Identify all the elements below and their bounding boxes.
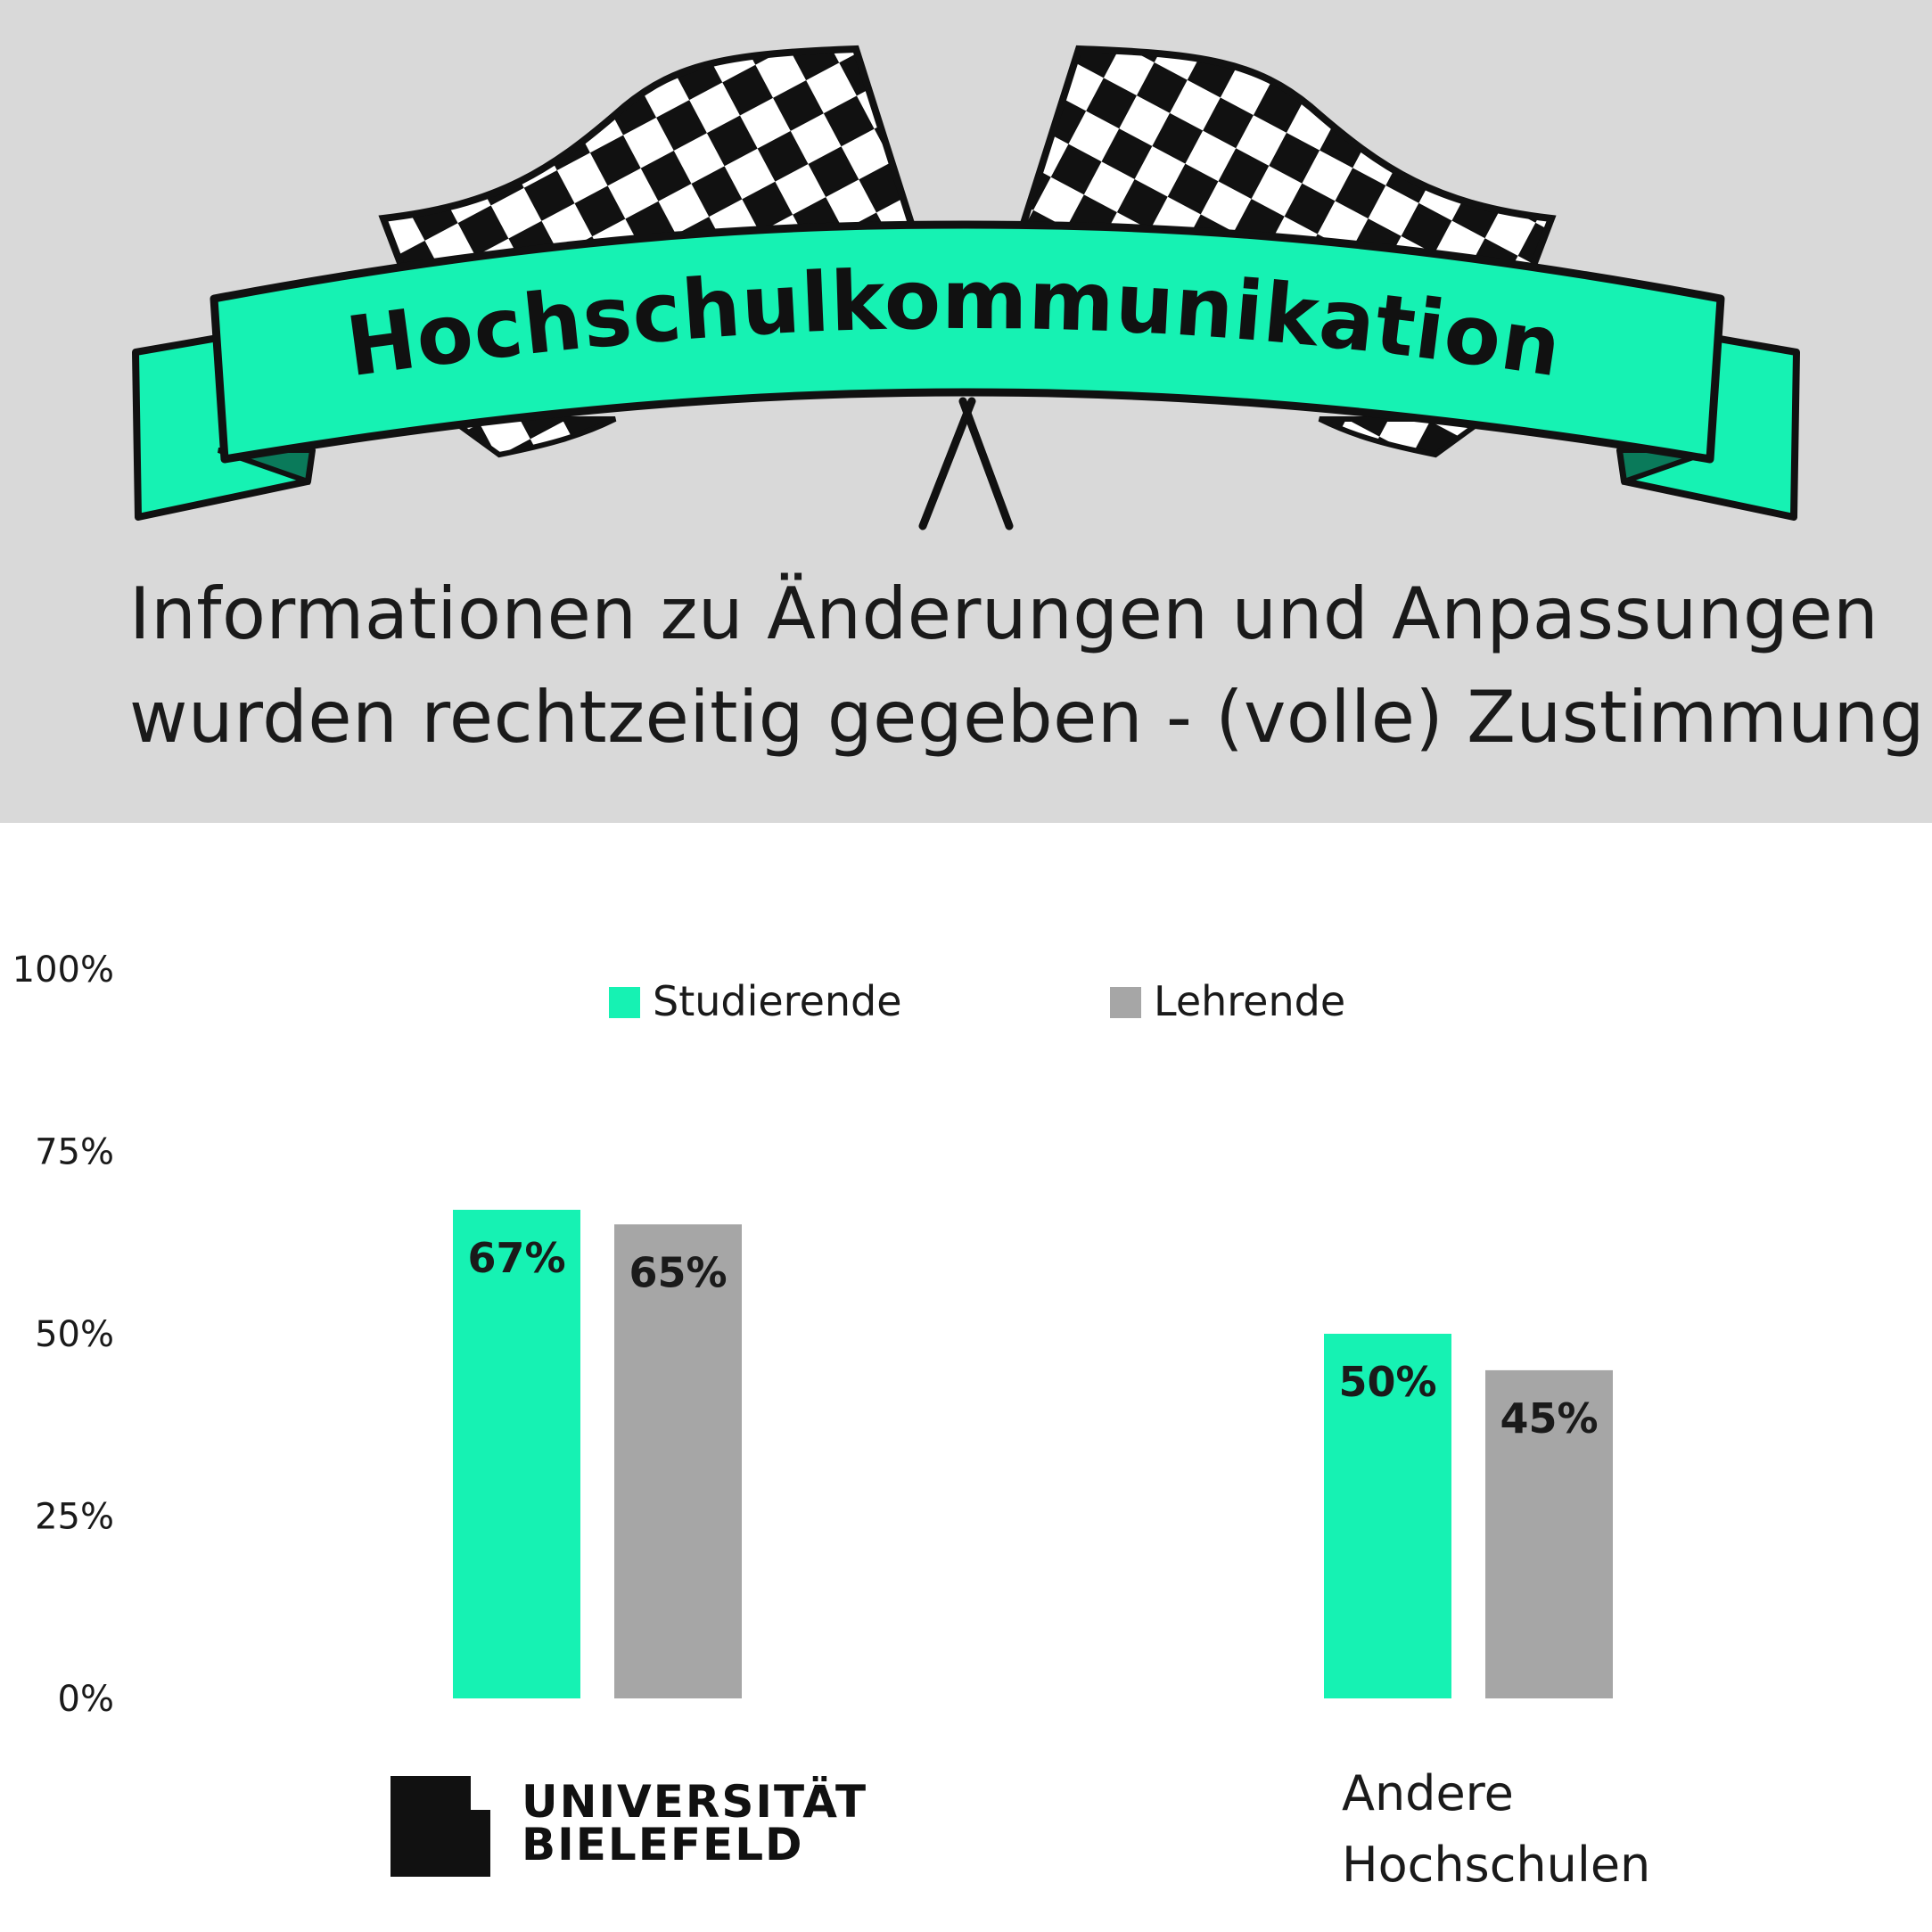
bar-lehrende-2 [1485,1369,1613,1698]
legend-swatch-studierende [609,987,640,1018]
data-label: 45% [1500,1394,1598,1443]
y-tick-label: 25% [35,1497,114,1538]
legend: Studierende Lehrende [609,977,1345,1025]
legend-swatch-lehrende [1110,987,1141,1018]
university-logo: UNIVERSITÄT BIELEFELD [391,1776,867,1877]
bar-chart: 0% 25% 50% 75% 100% Studierende Lehrende 67%… [12,950,1651,1893]
ribbon-icon [210,220,1725,464]
logo-line-1: UNIVERSITÄT [522,1776,867,1828]
y-axis: 0% 25% 50% 75% 100% [12,950,114,1720]
data-label: 65% [629,1248,727,1296]
y-tick-label: 75% [35,1132,114,1173]
checkered-flags-banner: Hochschulkommunikation [132,45,1800,530]
logo-line-2: BIELEFELD [522,1819,804,1870]
ribbon-ends-icon [132,333,1800,521]
chart-subtitle-line-2: wurden rechtzeitig gegeben - (volle) Zus… [129,676,1925,759]
category-label-line-1: Andere [1342,1765,1514,1821]
header-band: Hochschulkommunikation Informationen zu … [0,0,1932,823]
legend-label-studierende: Studierende [653,977,902,1025]
bars: 67% 50% 65% 45% [453,1209,1613,1698]
bar-studierende-1 [453,1209,580,1698]
y-tick-label: 100% [12,950,114,991]
y-tick-label: 50% [35,1314,114,1355]
flag-poles-icon [918,397,1014,530]
y-tick-label: 0% [58,1679,114,1720]
chart-subtitle-line-1: Informationen zu Änderungen und Anpassun… [129,572,1879,655]
bar-lehrende-1 [614,1224,742,1698]
bar-studierende-2 [1324,1334,1451,1698]
university-logo-icon [391,1776,490,1877]
data-label: 67% [467,1234,565,1282]
category-label-andere-hochschulen: Andere Hochschulen [1342,1765,1650,1893]
data-label: 50% [1338,1358,1436,1406]
legend-label-lehrende: Lehrende [1154,977,1345,1025]
category-label-line-2: Hochschulen [1342,1837,1650,1893]
